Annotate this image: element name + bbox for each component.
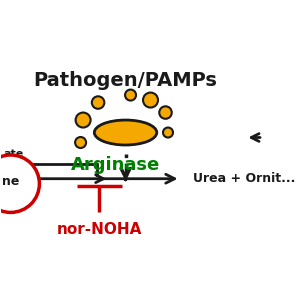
Circle shape [163,128,173,137]
Text: ne: ne [2,175,20,188]
Circle shape [75,137,86,148]
Circle shape [125,90,136,101]
Text: Urea + Ornit...: Urea + Ornit... [193,172,295,185]
Text: nor-NOHA: nor-NOHA [57,222,142,237]
Circle shape [92,96,104,109]
Circle shape [159,106,172,119]
Circle shape [0,155,39,212]
Text: tion: tion [1,159,25,169]
Circle shape [76,112,91,128]
Ellipse shape [94,120,157,145]
Text: Pathogen/PAMPs: Pathogen/PAMPs [34,71,218,90]
Text: Arginase: Arginase [71,156,160,174]
Circle shape [143,93,158,107]
Text: ate: ate [3,149,23,159]
